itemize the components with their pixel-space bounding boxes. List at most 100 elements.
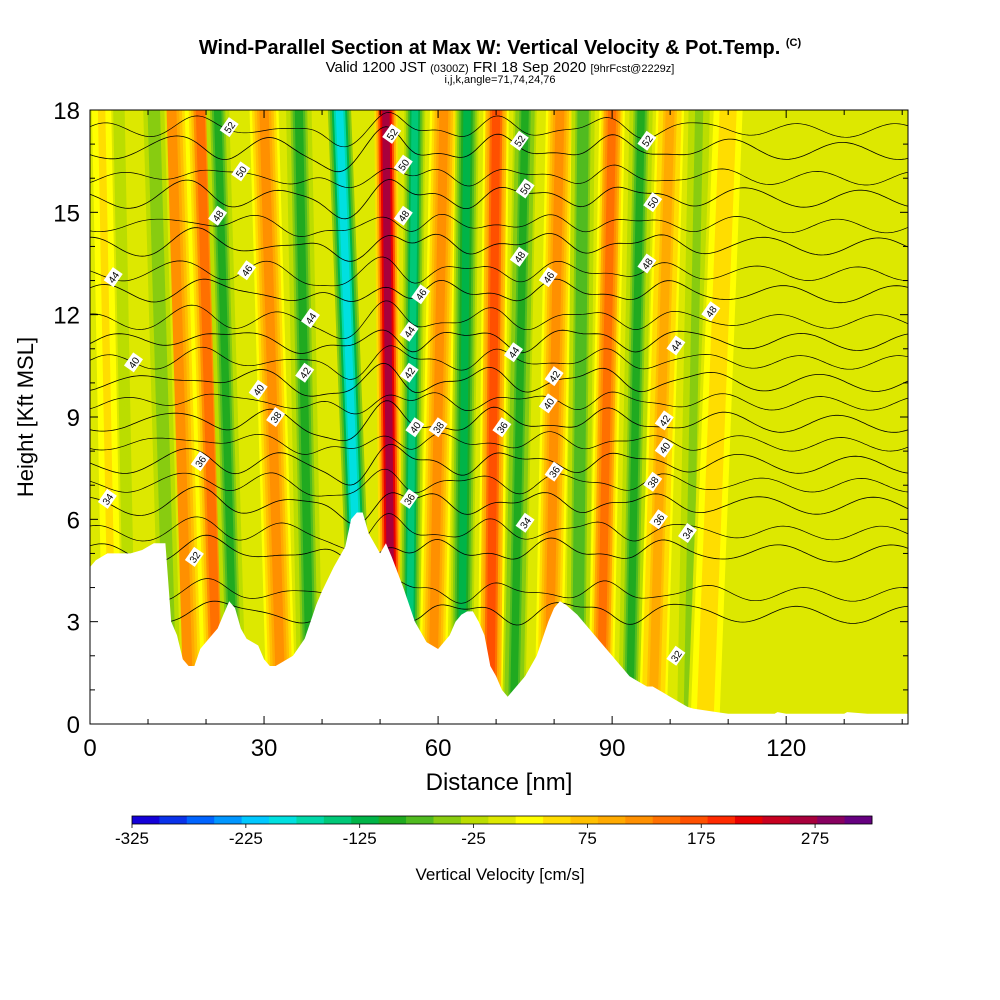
theta-label-bg xyxy=(190,451,210,472)
theta-label-bg xyxy=(648,509,669,530)
colorbar-tick-label: 175 xyxy=(687,829,715,848)
wave-band xyxy=(398,110,426,724)
y-tick-label: 9 xyxy=(67,405,80,432)
theta-label-bg xyxy=(654,437,674,458)
colorbar-swatch xyxy=(159,816,188,824)
theta-label-bg xyxy=(399,321,419,342)
theta-label: 48 xyxy=(637,253,657,274)
band-core xyxy=(166,110,194,724)
theta-label-bg xyxy=(393,205,413,226)
copyright-mark: (C) xyxy=(785,37,802,49)
theta-label-bg xyxy=(393,154,413,175)
wave-band xyxy=(687,110,746,724)
theta-label-bg xyxy=(382,123,402,144)
theta-label: 44 xyxy=(503,342,524,363)
theta-label: 52 xyxy=(382,123,402,144)
theta-label: 38 xyxy=(266,407,286,427)
y-tick-label: 6 xyxy=(67,507,80,534)
subtitle-utc: (0300Z) xyxy=(430,63,469,75)
colorbar-tick-label: -125 xyxy=(343,829,377,848)
y-axis-label: Height [Kft MSL] xyxy=(13,337,38,497)
theta-label: 50 xyxy=(393,154,413,175)
colorbar-swatch xyxy=(323,816,352,824)
theta-label-bg xyxy=(266,407,286,427)
theta-label-bg xyxy=(538,393,558,414)
colorbar-tick-label: 275 xyxy=(801,829,829,848)
theta-label-bg xyxy=(248,379,268,400)
terrain xyxy=(90,512,908,724)
theta-label: 50 xyxy=(231,161,251,182)
theta-label-bg xyxy=(509,130,529,151)
theta-label: 40 xyxy=(538,393,558,414)
wave-band xyxy=(674,110,712,724)
band-core xyxy=(405,110,419,724)
theta-label-bg xyxy=(184,546,204,567)
x-tick-label: 90 xyxy=(599,735,626,762)
theta-label: 36 xyxy=(399,488,419,509)
theta-label: 40 xyxy=(654,437,674,458)
chart-subtitle: Valid 1200 JST (0300Z) FRI 18 Sep 2020 [… xyxy=(0,60,1000,75)
theta-label-bg xyxy=(411,284,431,305)
colorbar-tick-label: 75 xyxy=(578,829,597,848)
y-tick-label: 0 xyxy=(67,712,80,739)
theta-label-bg xyxy=(677,523,698,543)
theta-label: 36 xyxy=(492,417,512,438)
theta-contour-line xyxy=(90,578,908,612)
theta-label: 46 xyxy=(411,284,431,305)
theta-label-bg xyxy=(97,488,117,509)
subtitle-grid-info: i,j,k,angle=71,74,24,76 xyxy=(444,74,556,86)
theta-label-bg xyxy=(237,260,257,281)
theta-label: 40 xyxy=(405,417,425,438)
theta-contour-line xyxy=(90,513,908,550)
subtitle-forecast: [9hrFcst@2229z] xyxy=(590,63,675,75)
wave-band xyxy=(587,110,625,724)
theta-contour-line xyxy=(90,227,908,262)
colorbar-swatch xyxy=(460,816,489,824)
theta-label: 38 xyxy=(428,417,448,438)
velocity-field xyxy=(90,110,908,724)
theta-contour-line xyxy=(90,278,908,304)
theta-contour-line xyxy=(90,179,908,220)
wave-band xyxy=(449,110,479,724)
colorbar-swatch xyxy=(817,816,845,824)
colorbar-swatch xyxy=(597,816,626,824)
colorbar-swatch xyxy=(433,816,462,824)
theta-label: 34 xyxy=(515,512,535,533)
theta-label-bg xyxy=(509,246,529,267)
theta-label: 52 xyxy=(219,117,239,138)
theta-contour-line xyxy=(90,300,908,340)
theta-label-bg xyxy=(666,645,686,666)
colorbar-swatch xyxy=(844,816,873,824)
theta-contour-line xyxy=(90,164,908,188)
title-block: Wind-Parallel Section at Max W: Vertical… xyxy=(0,38,1000,86)
theta-contour-line xyxy=(90,400,908,442)
terrain-mask xyxy=(90,512,908,724)
theta-label: 42 xyxy=(295,362,315,383)
theta-label: 36 xyxy=(544,461,564,482)
theta-label-bg xyxy=(643,471,663,492)
colorbar-swatch xyxy=(269,816,297,824)
band-core xyxy=(149,110,176,724)
theta-label-bg xyxy=(123,352,144,373)
colorbar-tick-label: -25 xyxy=(461,829,486,848)
wave-band xyxy=(206,110,247,724)
band-core xyxy=(509,110,529,724)
x-axis-label: Distance [nm] xyxy=(426,769,573,796)
band-core xyxy=(294,110,315,724)
theta-label: 50 xyxy=(643,192,663,213)
theta-label: 34 xyxy=(97,488,117,509)
colorbar-swatch xyxy=(488,816,517,824)
subtitle-date: FRI 18 Sep 2020 xyxy=(472,59,587,76)
theta-label: 32 xyxy=(666,645,686,666)
colorbar-swatch xyxy=(789,816,818,824)
theta-contour-line xyxy=(90,256,908,287)
theta-label: 48 xyxy=(701,301,721,322)
theta-label-bg xyxy=(654,410,674,431)
band-core xyxy=(683,110,704,724)
theta-label-bg xyxy=(515,512,535,533)
wave-band xyxy=(565,110,595,724)
colorbar-swatch xyxy=(186,816,215,824)
theta-label-bg xyxy=(544,366,564,387)
band-core xyxy=(543,110,565,724)
theta-label: 44 xyxy=(300,308,321,329)
